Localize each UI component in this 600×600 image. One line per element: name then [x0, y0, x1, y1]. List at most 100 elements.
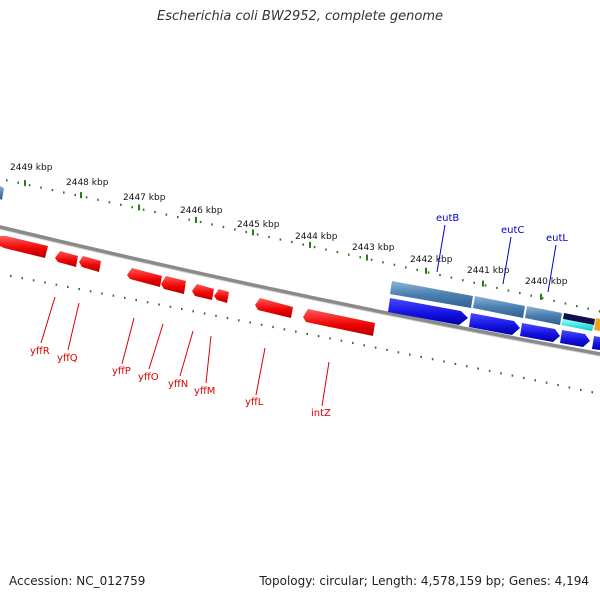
gene-label-yffQ[interactable]: yffQ — [57, 353, 78, 364]
inner-track-dot — [67, 285, 69, 288]
gene-label-eutC[interactable]: eutC — [501, 225, 524, 236]
outer-track-dot — [256, 233, 259, 236]
gene-arrow-next[interactable] — [560, 330, 590, 347]
leader-yffP — [121, 317, 135, 365]
outer-track-dot — [188, 218, 190, 221]
feature-block-orange — [594, 318, 600, 331]
kbp-tick-label: 2448 kbp — [66, 178, 109, 188]
kbp-tick-mark — [425, 267, 427, 274]
inner-track-dot — [238, 319, 240, 322]
feature-block-cyan — [561, 319, 594, 331]
outer-track-dot — [530, 294, 532, 297]
inner-track-dot — [420, 355, 422, 358]
outer-track-dot — [382, 261, 384, 264]
inner-track-dot — [454, 362, 457, 365]
gene-arrow-yffQ-b[interactable] — [79, 256, 101, 272]
leader-yffM — [205, 335, 212, 384]
gene-arrow-yffP[interactable] — [127, 268, 162, 287]
gene-leader-lines — [40, 224, 557, 407]
leader-intZ — [321, 361, 330, 407]
gene-arrow-intZ[interactable] — [303, 309, 375, 336]
reverse-strand-genes — [0, 236, 375, 336]
kbp-tick-label: 2442 kbp — [410, 255, 453, 265]
gene-label-yffP[interactable]: yffP — [112, 366, 131, 377]
inner-track-dot — [226, 316, 229, 320]
gene-label-yffN[interactable]: yffN — [168, 379, 188, 390]
gene-arrow-eutC[interactable] — [469, 313, 520, 335]
inner-track-dot — [545, 381, 548, 384]
inner-track-dot — [295, 330, 297, 333]
inner-track-dot — [466, 365, 468, 368]
inner-track-dot — [363, 344, 365, 347]
gene-label-eutB[interactable]: eutB — [436, 213, 459, 224]
kbp-tick-label: 2440 kbp — [525, 277, 568, 287]
leader-eutL — [547, 244, 557, 293]
outer-track-dot — [6, 179, 8, 182]
outer-track-dot — [51, 189, 54, 192]
outer-track-dot — [291, 240, 293, 244]
outer-track-dot — [576, 305, 578, 308]
outer-track-dot — [325, 248, 327, 251]
gene-label-intZ[interactable]: intZ — [311, 408, 331, 419]
inner-track-dot — [431, 358, 434, 361]
genome-summary-text: Topology: circular; Length: 4,578,159 bp… — [259, 574, 589, 588]
inner-track-dot — [511, 374, 514, 377]
inner-tick-track — [10, 274, 593, 394]
inner-track-dot — [192, 310, 194, 313]
gene-label-eutL[interactable]: eutL — [546, 233, 568, 244]
gene-arrow-eutB[interactable] — [388, 298, 468, 325]
inner-track-dot — [488, 369, 491, 372]
gene-arrow-yffQ-a[interactable] — [55, 251, 78, 267]
leader-yffR — [40, 296, 56, 344]
inner-track-dot — [215, 314, 217, 317]
outer-track-dot — [279, 238, 282, 241]
gene-arrow-edge[interactable] — [592, 336, 600, 350]
inner-track-dot — [443, 360, 445, 363]
outer-track-dot — [268, 235, 270, 239]
inner-track-dot — [44, 281, 46, 284]
outer-track-dot — [416, 268, 418, 271]
genome-backbone — [0, 225, 600, 357]
inner-track-dot — [568, 386, 571, 389]
kbp-tick-mark — [24, 180, 26, 187]
leader-eutC — [502, 236, 512, 285]
inner-track-dot — [169, 305, 172, 308]
gene-label-yffL[interactable]: yffL — [245, 397, 264, 408]
leader-yffQ — [67, 302, 80, 351]
outer-track-dot — [393, 263, 396, 266]
outer-track-dot — [245, 230, 247, 234]
kbp-ticks: 2449 kbp 2448 kbp 2447 kbp 2446 kbp 2445 kbp… — [10, 163, 568, 300]
inner-track-dot — [557, 384, 559, 387]
kbp-tick-label: 2446 kbp — [180, 206, 223, 216]
inner-track-dot — [272, 325, 274, 329]
outer-track-dot — [222, 225, 225, 229]
gene-arrow-yffM[interactable] — [214, 289, 229, 303]
kbp-tick-label: 2443 kbp — [352, 243, 395, 253]
outer-track-dot — [405, 266, 407, 269]
gene-label-yffM[interactable]: yffM — [194, 386, 215, 397]
gene-arrow-yffN[interactable] — [192, 284, 214, 300]
feature-block-2 — [473, 296, 525, 318]
kbp-tick-mark — [195, 216, 197, 223]
outer-track-dot — [74, 193, 76, 197]
feature-band — [390, 281, 600, 331]
inner-track-dot — [591, 391, 593, 394]
inner-track-dot — [203, 312, 206, 315]
inner-track-dot — [21, 277, 23, 280]
gene-label-yffO[interactable]: yffO — [138, 372, 159, 383]
outer-track-dot — [359, 256, 361, 259]
inner-track-dot — [112, 294, 115, 297]
feature-block-dark — [563, 313, 595, 325]
outer-track-dot — [598, 310, 600, 313]
forward-strand-genes — [388, 298, 600, 350]
inner-track-dot — [306, 332, 308, 335]
gene-label-yffR[interactable]: yffR — [30, 346, 50, 357]
gene-arrow-eutL[interactable] — [520, 323, 560, 342]
outer-track-dot — [507, 289, 510, 292]
outer-track-dot — [484, 284, 487, 287]
gene-arrow-yffL[interactable] — [255, 298, 293, 318]
outer-track-dot — [302, 243, 304, 246]
gene-arrow-yffO[interactable] — [161, 276, 186, 294]
gene-arrow-yffR[interactable] — [0, 236, 48, 258]
